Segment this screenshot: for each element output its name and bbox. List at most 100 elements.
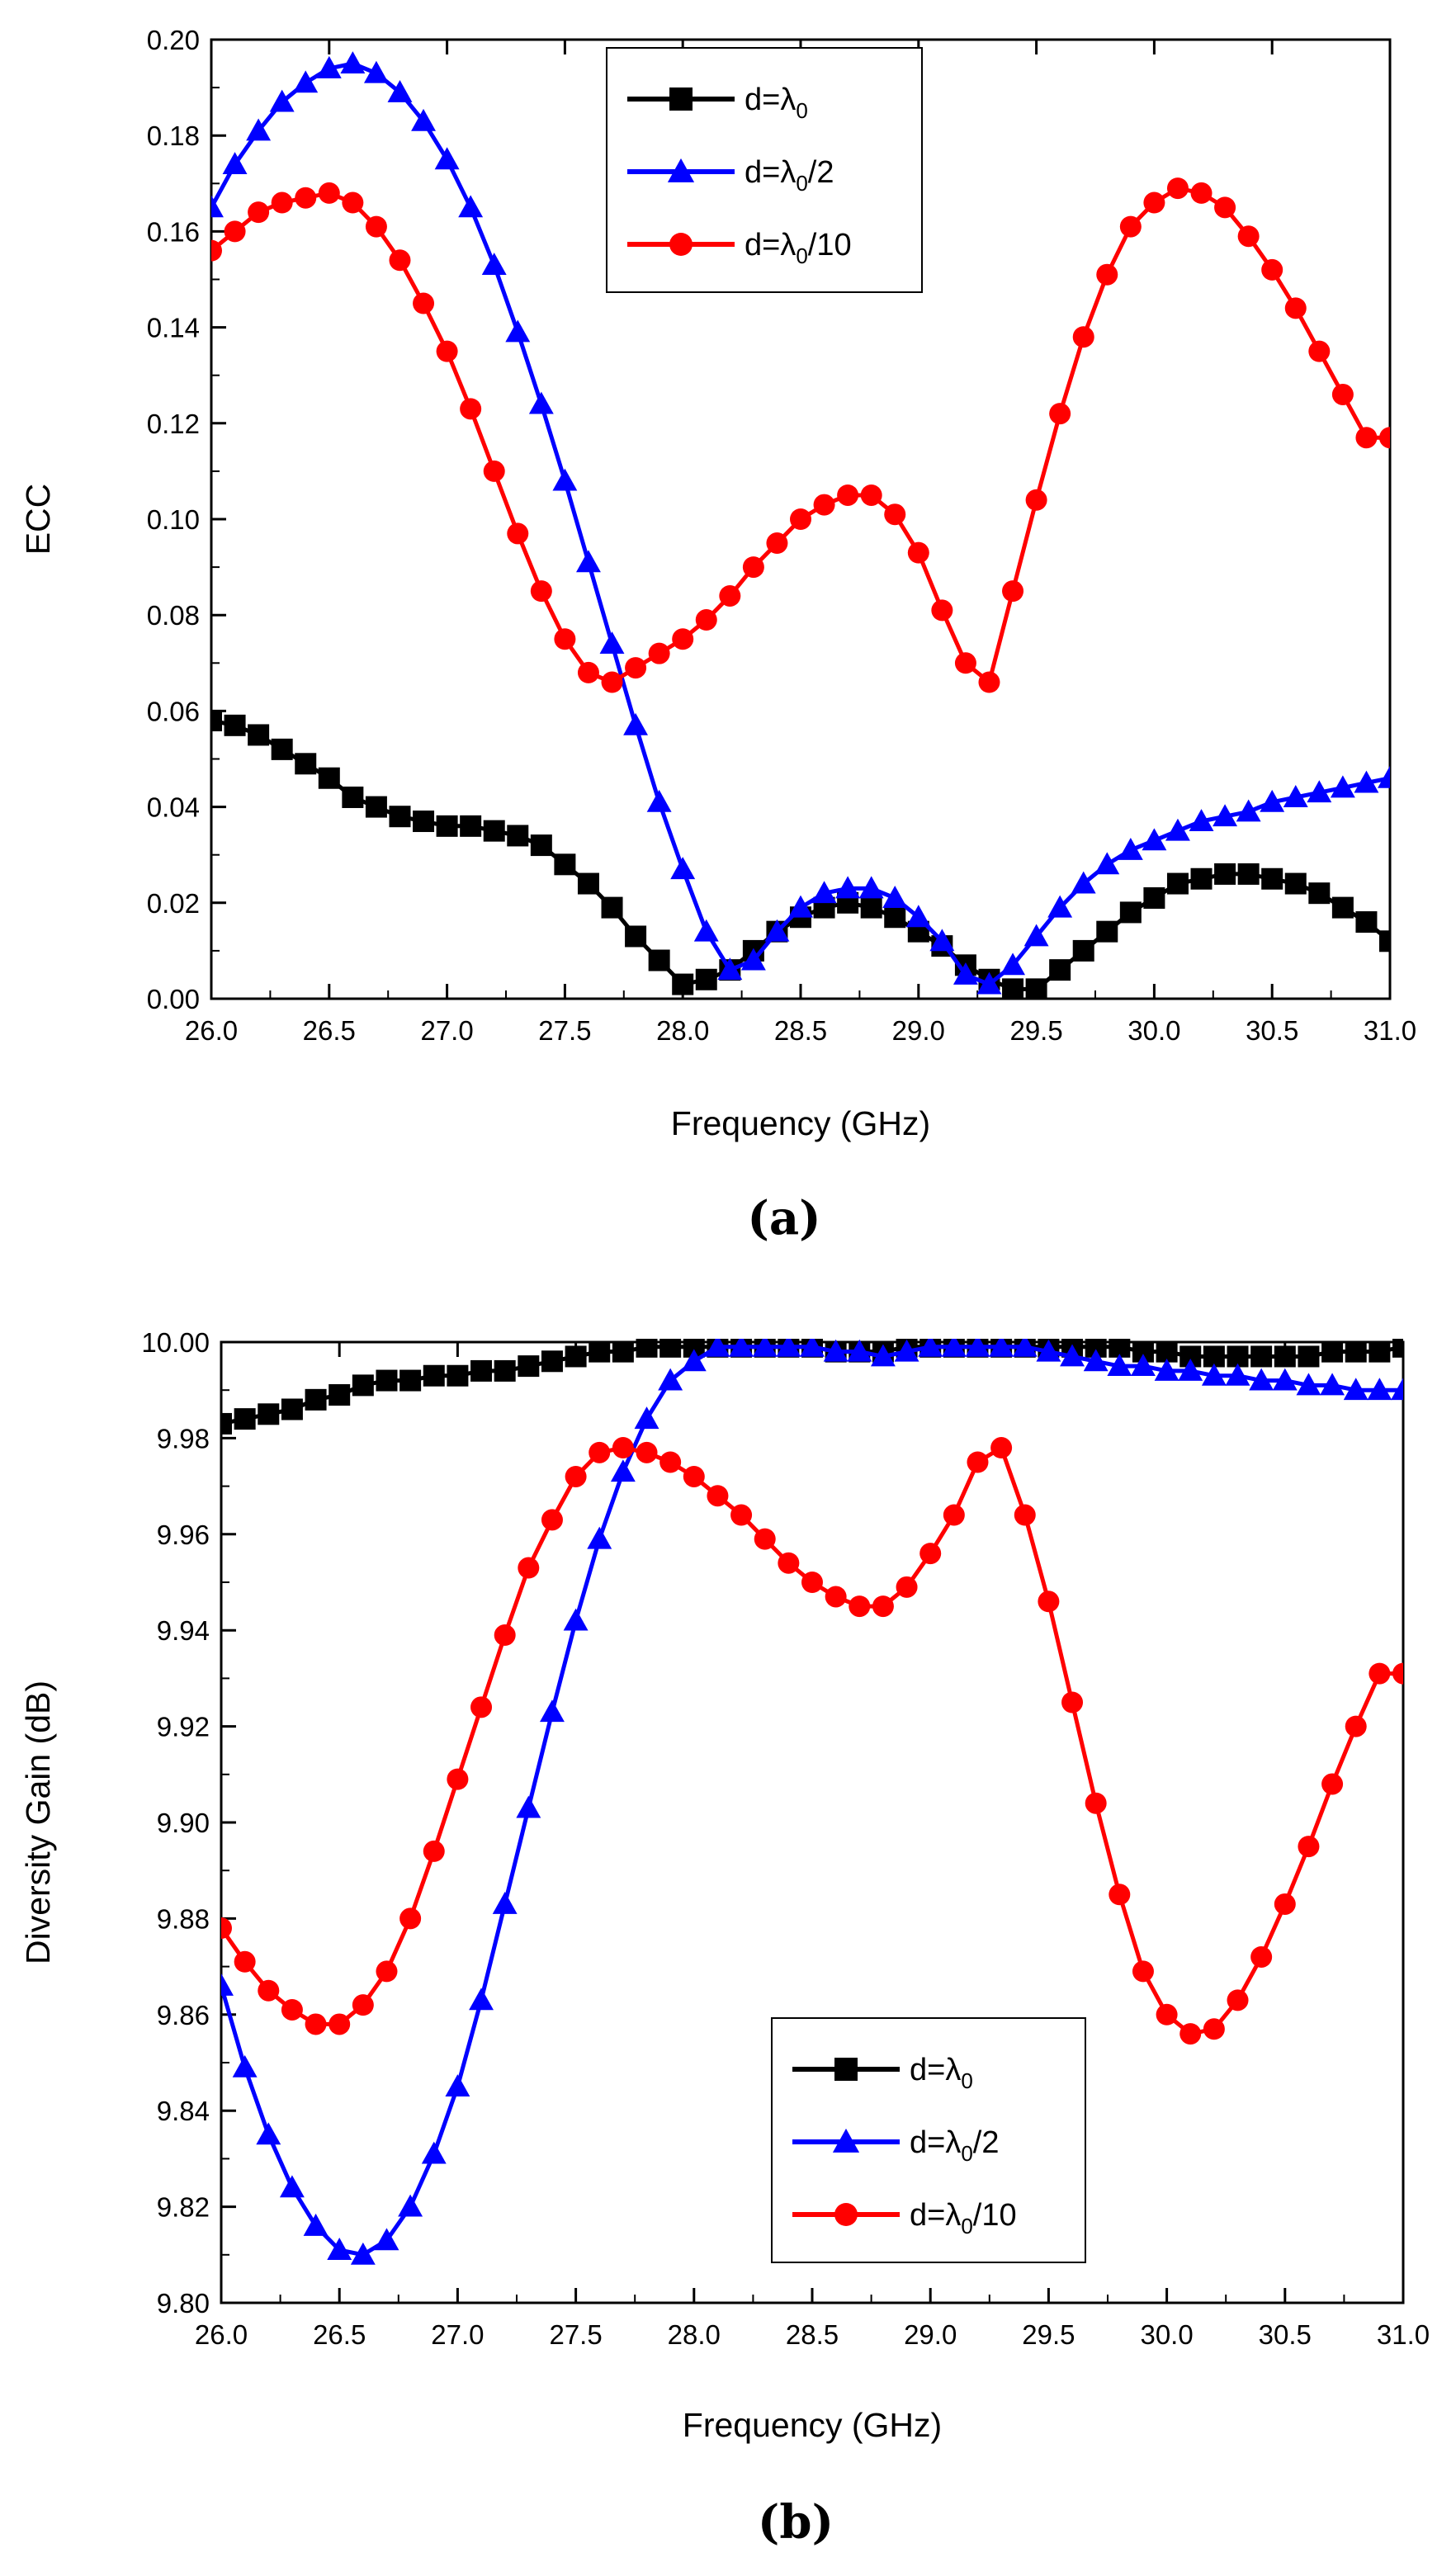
data-point-0 [423,1364,445,1387]
data-point-2 [352,1994,374,2016]
data-point-2 [1132,1960,1154,1983]
data-point-0 [281,1398,303,1420]
data-point-1 [929,929,955,952]
data-point-0 [577,872,599,895]
data-point-2 [577,661,599,683]
data-point-1 [1320,1373,1345,1396]
data-point-1 [965,1339,990,1357]
data-point-2 [1392,1662,1403,1685]
panel-label: (b) [758,2495,834,2550]
data-point-1 [1296,1373,1321,1396]
data-point-2 [234,1950,256,1973]
data-point-0 [399,1369,422,1392]
data-point-0 [436,815,458,837]
data-point-2 [1156,2003,1178,2025]
data-point-2 [872,1595,894,1618]
data-point-0 [376,1369,398,1392]
data-point-1 [1189,809,1214,831]
data-point-1 [1023,924,1049,947]
x-tick-label: 28.5 [774,1015,827,1046]
data-point-2 [1049,403,1071,425]
legend-label-suffix: /10 [808,228,852,262]
data-point-2 [730,1504,753,1526]
legend-label-0: d=λ0 [910,2053,973,2093]
data-point-2 [896,1576,918,1598]
data-point-0 [554,853,576,876]
data-point-2 [413,292,435,314]
data-point-1 [1094,852,1120,875]
data-point-1 [870,1344,896,1367]
data-point-2 [1190,182,1213,204]
data-point-0 [1214,863,1236,885]
data-point-2 [625,657,647,679]
data-point-0 [470,1359,493,1382]
legend-marker-1 [667,158,695,182]
data-point-2 [801,1572,823,1593]
y-tick-label: 9.98 [157,1423,210,1454]
y-axis-label: Diversity Gain (dB) [19,1680,57,1964]
data-point-2 [470,1696,493,1718]
legend: d=λ0d=λ0/2d=λ0/10 [606,47,923,293]
data-point-0 [695,968,717,990]
x-tick-label: 31.0 [1377,2319,1430,2350]
data-point-1 [1260,789,1285,812]
data-point-2 [1096,263,1118,286]
data-point-2 [884,503,906,526]
data-point-2 [224,220,246,243]
data-point-0 [221,1412,232,1435]
data-point-1 [1330,775,1355,798]
data-point-0 [1261,867,1283,890]
data-point-2 [659,1451,682,1473]
data-point-1 [1178,1358,1203,1381]
y-tick-label: 0.16 [147,216,200,247]
data-point-1 [599,631,625,655]
data-point-0 [1166,872,1189,895]
data-point-2 [1166,177,1189,200]
data-point-1 [398,2194,423,2217]
data-point-1 [1036,1339,1061,1362]
data-point-1 [1249,1368,1274,1391]
data-point-0 [447,1364,469,1387]
data-point-1 [576,550,601,573]
data-point-0 [295,753,317,775]
series-line-2 [221,1445,1403,2036]
data-point-2 [943,1504,965,1526]
legend-label-base: d=λ [745,228,796,262]
legend-label-suffix: /2 [808,155,834,190]
data-point-0 [305,1388,327,1411]
chart-b: 26.0 26.5 27.0 27.5 28.0 28.5 29.0 29.5 30.0 30.5… [19,1327,1430,2550]
x-tick-label: 30.0 [1127,1015,1180,1046]
data-point-2 [554,628,576,650]
legend-marker-1 [832,2128,860,2153]
y-tick-label: 0.18 [147,121,200,151]
data-point-0 [1369,1340,1391,1363]
data-point-0 [1190,867,1213,890]
x-tick-label: 26.0 [195,2319,248,2350]
data-point-1 [835,876,861,899]
data-point-1 [505,319,531,343]
data-point-1 [1107,1354,1132,1377]
data-point-1 [894,1339,919,1362]
x-tick-label: 28.0 [668,2319,721,2350]
data-point-1 [729,1339,754,1357]
data-point-2 [1143,191,1165,214]
data-point-0 [507,825,529,847]
data-point-1 [918,1339,943,1357]
data-point-2 [978,671,1000,693]
data-point-1 [492,1891,518,1914]
data-point-2 [1038,1591,1060,1613]
data-point-0 [1109,1339,1131,1358]
data-point-0 [389,806,411,828]
data-point-2 [754,1528,776,1550]
data-point-2 [1061,1691,1084,1714]
data-point-0 [589,1340,611,1363]
data-point-1 [1000,952,1025,976]
data-point-2 [483,460,505,482]
data-point-0 [672,973,694,995]
x-tick-label: 29.0 [904,2319,957,2350]
data-point-2 [813,494,835,516]
y-tick-label: 9.92 [157,1712,210,1742]
data-point-2 [790,508,811,530]
data-point-1 [222,152,248,175]
data-point-1 [658,1368,683,1391]
